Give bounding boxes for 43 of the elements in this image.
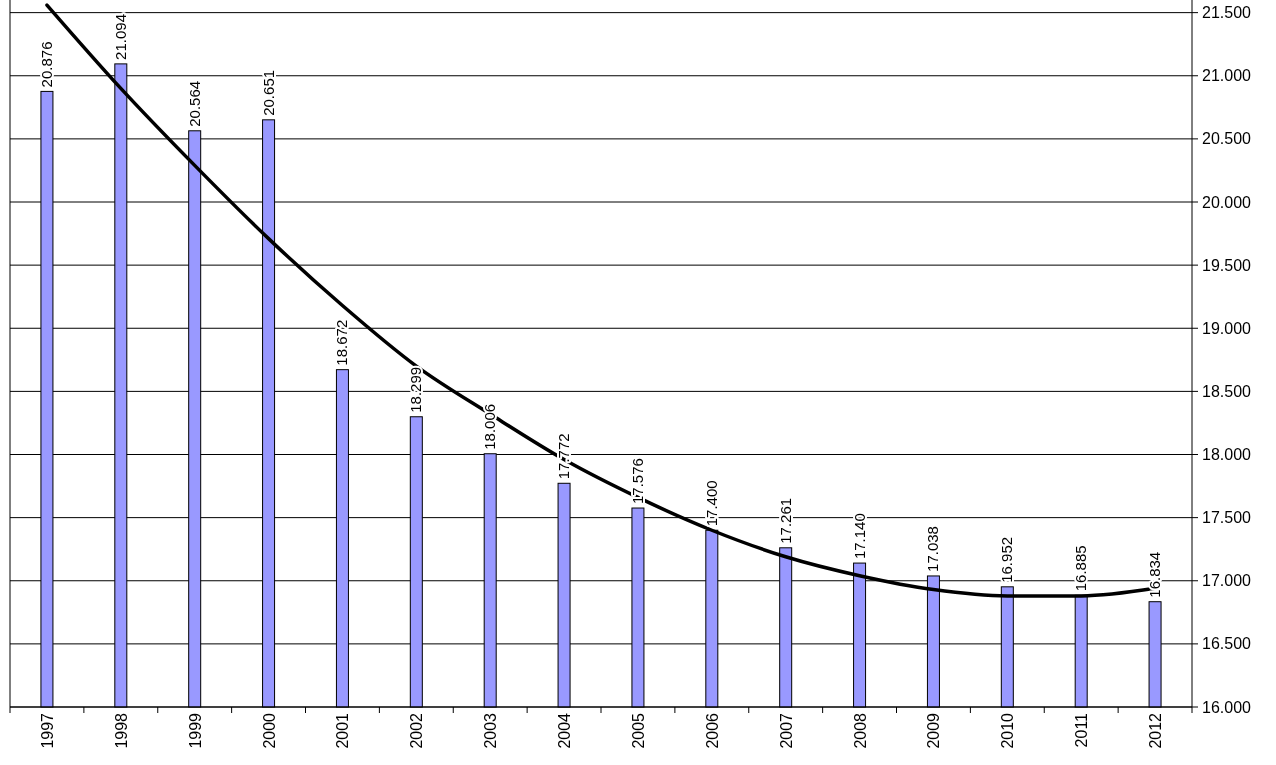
x-tick-label: 1998	[112, 712, 130, 749]
x-tick-label: 2002	[408, 712, 426, 749]
y-tick-label: 19.500	[1202, 256, 1252, 274]
x-tick-label: 1999	[186, 712, 204, 749]
x-tick-label: 2006	[703, 712, 721, 749]
x-tick-label: 1997	[38, 712, 56, 749]
x-tick-label: 2012	[1147, 712, 1165, 749]
x-tick-label: 2008	[851, 712, 869, 749]
y-tick-label: 18.500	[1202, 382, 1252, 400]
x-tick-label: 2000	[260, 712, 278, 749]
x-tick-label: 2004	[556, 712, 574, 749]
data-label: 20.651	[259, 69, 277, 116]
data-label: 21.094	[111, 13, 129, 60]
data-label: 17.772	[555, 433, 573, 480]
data-label: 16.952	[998, 536, 1016, 583]
y-tick-label: 21.500	[1202, 4, 1252, 22]
x-tick-label: 2007	[777, 712, 795, 749]
data-label: 16.885	[1072, 545, 1090, 592]
data-label: 17.140	[850, 513, 868, 560]
x-tick-label: 2005	[629, 712, 647, 749]
y-tick-label: 16.000	[1202, 698, 1252, 716]
y-tick-label: 21.000	[1202, 67, 1252, 85]
y-tick-label: 17.000	[1202, 572, 1252, 590]
data-label: 16.834	[1146, 551, 1164, 598]
x-tick-label: 2009	[925, 712, 943, 749]
x-tick-label: 2003	[482, 712, 500, 749]
y-tick-label: 16.500	[1202, 635, 1252, 653]
y-tick-label: 17.500	[1202, 509, 1252, 527]
y-tick-label: 20.500	[1202, 130, 1252, 148]
data-label: 17.400	[702, 480, 720, 527]
data-label: 17.038	[924, 526, 942, 572]
x-tick-label: 2001	[334, 712, 352, 749]
x-tick-label: 2011	[1073, 712, 1091, 748]
data-label: 20.876	[37, 41, 55, 88]
data-label: 17.261	[776, 497, 794, 544]
y-tick-label: 20.000	[1202, 193, 1252, 211]
data-label: 18.672	[333, 319, 351, 366]
x-tick-label: 2010	[999, 712, 1017, 749]
data-label: 20.564	[185, 80, 203, 127]
data-label: 18.299	[407, 366, 425, 413]
y-tick-label: 18.000	[1202, 446, 1252, 464]
data-label: 18.006	[481, 403, 499, 450]
y-tick-label: 19.000	[1202, 319, 1252, 337]
